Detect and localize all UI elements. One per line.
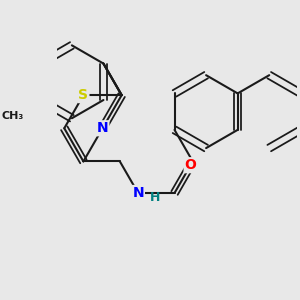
Text: O: O	[184, 158, 196, 172]
Text: H: H	[150, 191, 160, 204]
Text: N: N	[97, 121, 108, 135]
Text: N: N	[132, 186, 144, 200]
Text: S: S	[78, 88, 88, 102]
Text: CH₃: CH₃	[2, 111, 24, 121]
